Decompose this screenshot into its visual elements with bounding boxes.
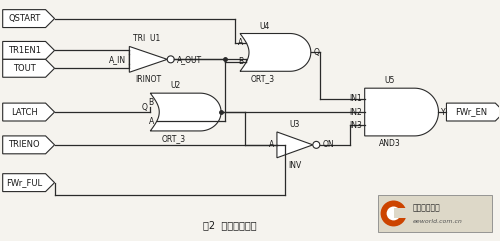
Circle shape (167, 56, 174, 63)
FancyBboxPatch shape (378, 194, 492, 232)
Text: Q: Q (142, 103, 148, 112)
Polygon shape (2, 174, 54, 192)
Text: QSTART: QSTART (8, 14, 40, 23)
Polygon shape (277, 132, 313, 158)
Text: B: B (148, 98, 154, 107)
Polygon shape (2, 136, 54, 154)
Text: A: A (268, 140, 274, 149)
Text: LATCH: LATCH (11, 107, 38, 117)
Text: IN1: IN1 (349, 94, 362, 103)
Text: Y: Y (442, 107, 446, 117)
Text: AND3: AND3 (378, 139, 400, 148)
FancyBboxPatch shape (394, 208, 407, 218)
Text: IN2: IN2 (349, 107, 362, 117)
Polygon shape (2, 10, 54, 27)
Text: A: A (148, 117, 154, 126)
Text: TRIENO: TRIENO (8, 140, 40, 149)
Text: eeworld.com.cn: eeworld.com.cn (412, 219, 463, 223)
Polygon shape (130, 47, 167, 72)
Polygon shape (446, 103, 500, 121)
Text: FWr_EN: FWr_EN (455, 107, 487, 117)
Text: TR1EN1: TR1EN1 (8, 46, 40, 55)
Text: A_IN: A_IN (109, 55, 126, 64)
Circle shape (313, 141, 320, 148)
Text: FWr_FUL: FWr_FUL (6, 178, 42, 187)
Polygon shape (2, 103, 54, 121)
Text: TOUT: TOUT (13, 64, 36, 73)
Text: ORT_3: ORT_3 (161, 134, 186, 143)
Text: ORT_3: ORT_3 (251, 74, 275, 83)
Text: A_OUT: A_OUT (177, 55, 203, 64)
Text: B: B (238, 57, 244, 66)
Text: A: A (238, 39, 244, 47)
Polygon shape (240, 33, 311, 71)
Polygon shape (364, 88, 438, 136)
Text: ON: ON (323, 140, 334, 149)
Text: IRINOT: IRINOT (135, 75, 162, 84)
Polygon shape (2, 59, 54, 77)
Circle shape (386, 207, 400, 221)
Text: U5: U5 (384, 76, 395, 85)
Text: Q: Q (314, 48, 320, 57)
Text: INV: INV (288, 161, 302, 170)
Text: TRI  U1: TRI U1 (132, 34, 160, 43)
Text: U2: U2 (170, 81, 180, 90)
Text: 图2  触发控制电路: 图2 触发控制电路 (203, 220, 257, 230)
Text: U4: U4 (260, 21, 270, 31)
Text: 电子工程世界: 电子工程世界 (412, 203, 440, 212)
Polygon shape (2, 41, 54, 59)
Polygon shape (150, 93, 221, 131)
Text: IN3: IN3 (349, 121, 362, 130)
Text: U3: U3 (290, 120, 300, 129)
Circle shape (382, 201, 406, 225)
